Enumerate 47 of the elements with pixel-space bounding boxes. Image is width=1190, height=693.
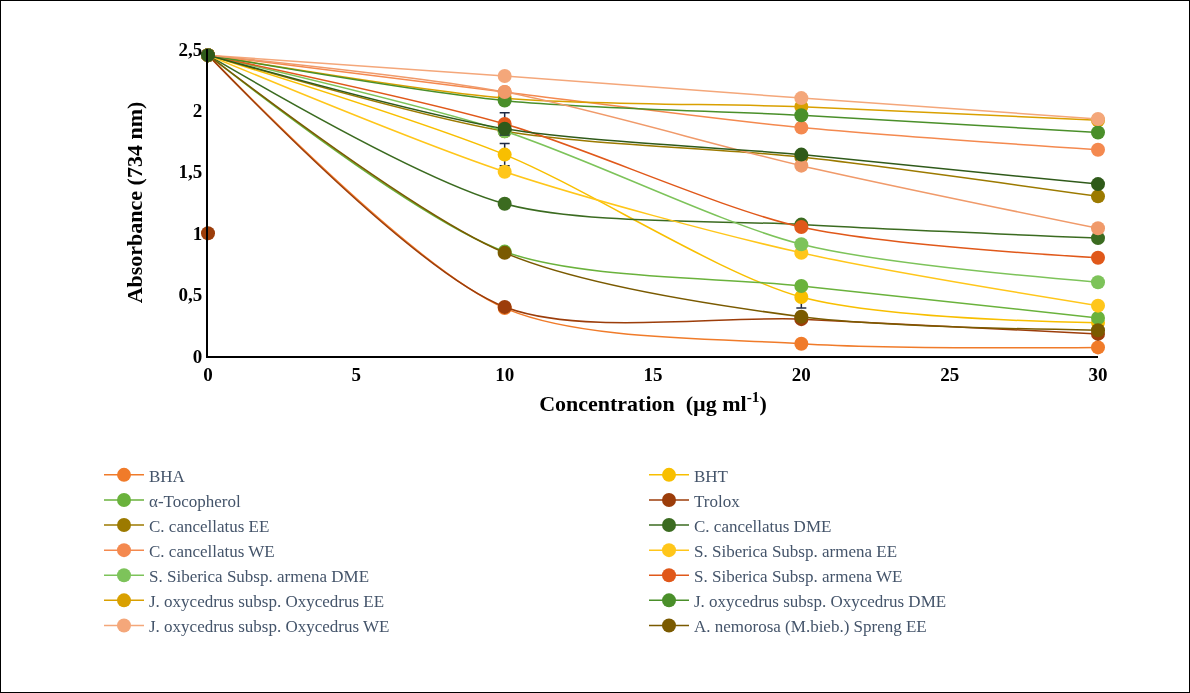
legend-label: C. cancellatus WE [149,541,275,561]
point [1091,125,1105,140]
legend-label: BHT [694,466,729,486]
legend-label: S. Siberica Subsp. armena DME [149,566,370,586]
legend-label: J. oxycedrus subsp. Oxycedrus DME [694,591,947,611]
point [1091,221,1105,236]
point [794,237,809,252]
legend-label: J. oxycedrus subsp. Oxycedrus WE [149,617,390,637]
point [1091,275,1105,290]
x-tick-label: 30 [1088,363,1108,385]
y-tick-label: 0 [192,345,203,367]
point [1091,177,1105,192]
point [1091,340,1105,355]
y-tick-label: 0,5 [178,284,203,306]
y-axis-title: Absorbance (734 nm) [121,101,147,304]
point [794,91,809,106]
point [1091,142,1105,157]
x-tick-label: 25 [940,363,960,385]
point [794,279,809,293]
legend-label: A. nemorosa (M.bieb.) Spreng EE [694,617,927,637]
point [1091,250,1105,265]
x-tick-label: 10 [495,363,515,385]
point [497,147,512,162]
point [794,120,809,135]
x-tick-label: 15 [643,363,663,385]
point [794,108,809,123]
x-tick-label: 20 [791,363,811,385]
y-tick-label: 2,5 [178,38,203,60]
legend-label: α-Tocopherol [149,491,242,511]
y-tick-label: 2 [192,100,203,122]
legend-label: J. oxycedrus subsp. Oxycedrus EE [149,591,385,611]
point [1091,189,1105,204]
legend-label: Trolox [694,491,741,511]
y-tick-label: 1,5 [178,161,203,183]
point [794,336,809,351]
legend-label: C. cancellatus DME [694,516,832,536]
y-tick-label: 1 [192,222,203,244]
legend-label: BHA [149,466,186,486]
x-tick-label: 5 [351,363,362,385]
legend-label: S. Siberica Subsp. armena WE [694,566,903,586]
x-axis-title: Concentration (µg ml$^{-1}$) [539,387,767,417]
point [497,196,512,211]
legend-label: C. cancellatus EE [149,516,270,536]
point [497,164,512,179]
legend-label: S. Siberica Subsp. armena EE [694,541,898,561]
point [497,69,512,84]
point [1091,298,1105,313]
